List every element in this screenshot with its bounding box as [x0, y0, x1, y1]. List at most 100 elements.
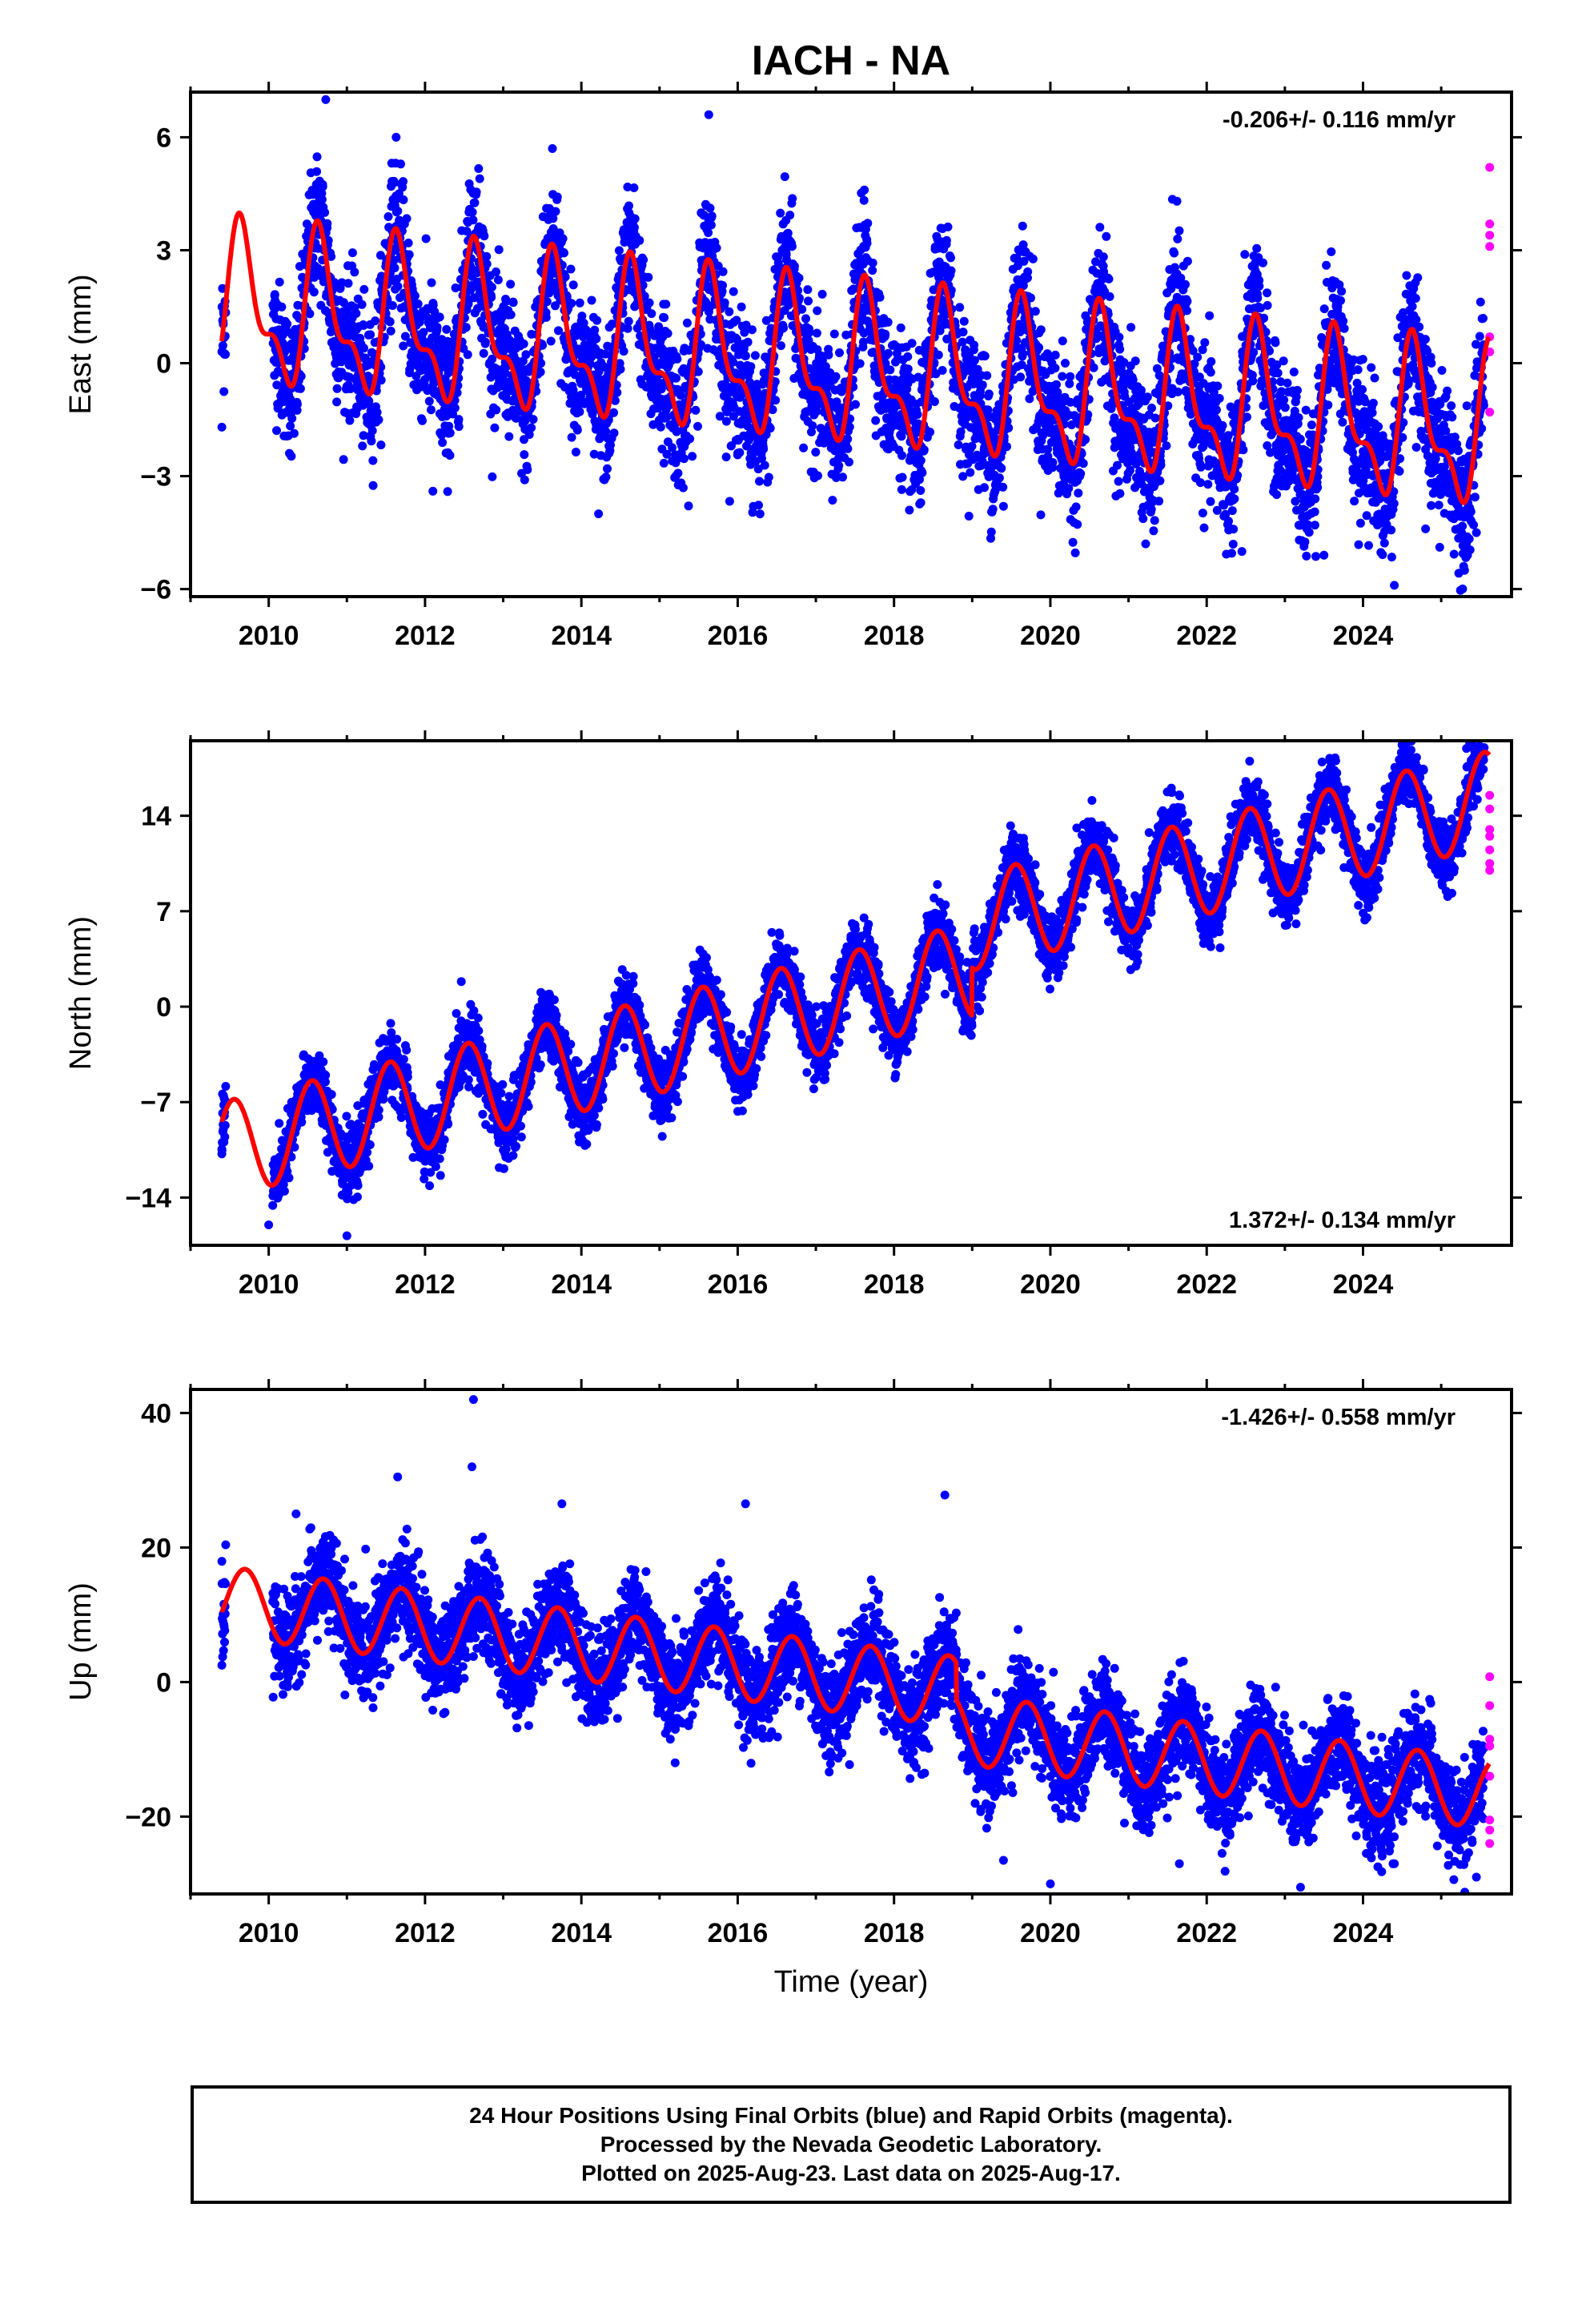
final-orbit-point	[1206, 368, 1215, 377]
final-orbit-point	[764, 472, 773, 482]
final-orbit-point	[982, 371, 992, 380]
final-orbit-point	[868, 258, 877, 267]
final-orbit-point	[1018, 349, 1028, 359]
final-orbit-point	[576, 390, 586, 400]
final-orbit-point	[528, 415, 538, 424]
final-orbit-point	[623, 183, 632, 191]
final-orbit-point	[560, 272, 570, 282]
final-orbit-point	[1036, 510, 1046, 520]
final-orbit-point	[1162, 441, 1171, 451]
final-orbit-point	[554, 326, 563, 336]
final-orbit-point	[1070, 548, 1080, 557]
final-orbit-point	[783, 228, 793, 238]
final-orbit-point	[747, 325, 757, 335]
final-orbit-point	[761, 316, 771, 325]
final-orbit-point	[287, 452, 296, 461]
final-orbit-point	[832, 397, 841, 407]
final-orbit-point	[470, 198, 480, 207]
final-orbit-point	[693, 421, 702, 431]
final-orbit-point	[644, 272, 653, 282]
final-orbit-point	[737, 302, 746, 312]
final-orbit-point	[394, 189, 404, 199]
final-orbit-point	[706, 220, 716, 230]
final-orbit-point	[435, 312, 444, 322]
final-orbit-point	[292, 400, 302, 409]
final-orbit-point	[218, 341, 227, 350]
final-orbit-point	[523, 465, 532, 474]
final-orbit-point	[1196, 462, 1206, 472]
final-orbit-point	[1322, 260, 1331, 270]
final-orbit-point	[560, 248, 568, 258]
final-orbit-point	[678, 483, 688, 493]
final-orbit-point	[345, 416, 355, 425]
final-orbit-point	[399, 341, 408, 351]
final-orbit-point	[1283, 378, 1292, 388]
final-orbit-point	[576, 379, 586, 388]
final-orbit-point	[1294, 413, 1303, 422]
final-orbit-point	[682, 318, 692, 328]
final-orbit-point	[1227, 506, 1237, 516]
final-orbit-point	[1066, 372, 1075, 381]
final-orbit-point	[1212, 405, 1221, 415]
final-orbit-point	[357, 300, 367, 309]
final-orbit-point	[1061, 359, 1070, 368]
final-orbit-point	[903, 364, 913, 374]
final-orbit-point	[1141, 539, 1150, 549]
final-orbit-point	[1259, 258, 1267, 267]
final-orbit-point	[684, 501, 693, 511]
final-orbit-point	[1206, 497, 1215, 506]
final-orbit-point	[521, 350, 531, 360]
final-orbit-point	[679, 454, 689, 464]
final-orbit-point	[295, 384, 305, 393]
final-orbit-point	[311, 204, 320, 214]
final-orbit-point	[500, 368, 510, 377]
final-orbit-point	[399, 177, 408, 187]
final-orbit-point	[855, 359, 865, 368]
final-orbit-point	[346, 384, 355, 393]
final-orbit-point	[964, 512, 974, 521]
final-orbit-point	[832, 473, 841, 482]
final-orbit-point	[797, 304, 807, 314]
final-orbit-point	[648, 420, 658, 429]
final-orbit-point	[659, 458, 669, 468]
final-orbit-point	[404, 250, 414, 259]
final-orbit-point	[741, 351, 750, 360]
final-orbit-point	[776, 208, 785, 218]
final-orbit-point	[789, 261, 799, 271]
final-orbit-point	[575, 407, 584, 416]
final-orbit-point	[506, 279, 516, 289]
final-orbit-point	[419, 328, 428, 337]
final-orbit-point	[768, 405, 777, 415]
final-orbit-point	[296, 372, 306, 381]
final-orbit-point	[339, 298, 348, 308]
final-orbit-point	[450, 403, 460, 412]
final-orbit-point	[673, 354, 682, 364]
final-orbit-point	[614, 246, 624, 255]
final-orbit-point	[970, 340, 979, 350]
final-orbit-point	[707, 211, 717, 221]
final-orbit-point	[1150, 413, 1160, 423]
final-orbit-point	[1050, 350, 1060, 360]
final-orbit-point	[718, 280, 727, 290]
final-orbit-point	[542, 297, 552, 307]
final-orbit-point	[986, 527, 996, 537]
final-orbit-point	[1174, 226, 1184, 235]
final-orbit-point	[1230, 494, 1239, 504]
final-orbit-point	[343, 279, 353, 288]
final-orbit-point	[592, 316, 602, 325]
final-orbit-point	[368, 480, 378, 490]
final-orbit-point	[600, 380, 610, 389]
final-orbit-point	[548, 214, 558, 223]
final-orbit-point	[375, 251, 385, 260]
final-orbit-point	[954, 440, 963, 449]
final-orbit-point	[697, 340, 705, 349]
final-orbit-point	[479, 348, 488, 358]
final-orbit-point	[862, 239, 872, 248]
final-orbit-point	[1173, 234, 1182, 243]
final-orbit-point	[536, 359, 546, 368]
final-orbit-point	[350, 267, 359, 277]
final-orbit-point	[451, 283, 460, 292]
final-orbit-point	[753, 464, 763, 474]
final-orbit-point	[1048, 458, 1058, 467]
final-orbit-point	[444, 421, 454, 431]
